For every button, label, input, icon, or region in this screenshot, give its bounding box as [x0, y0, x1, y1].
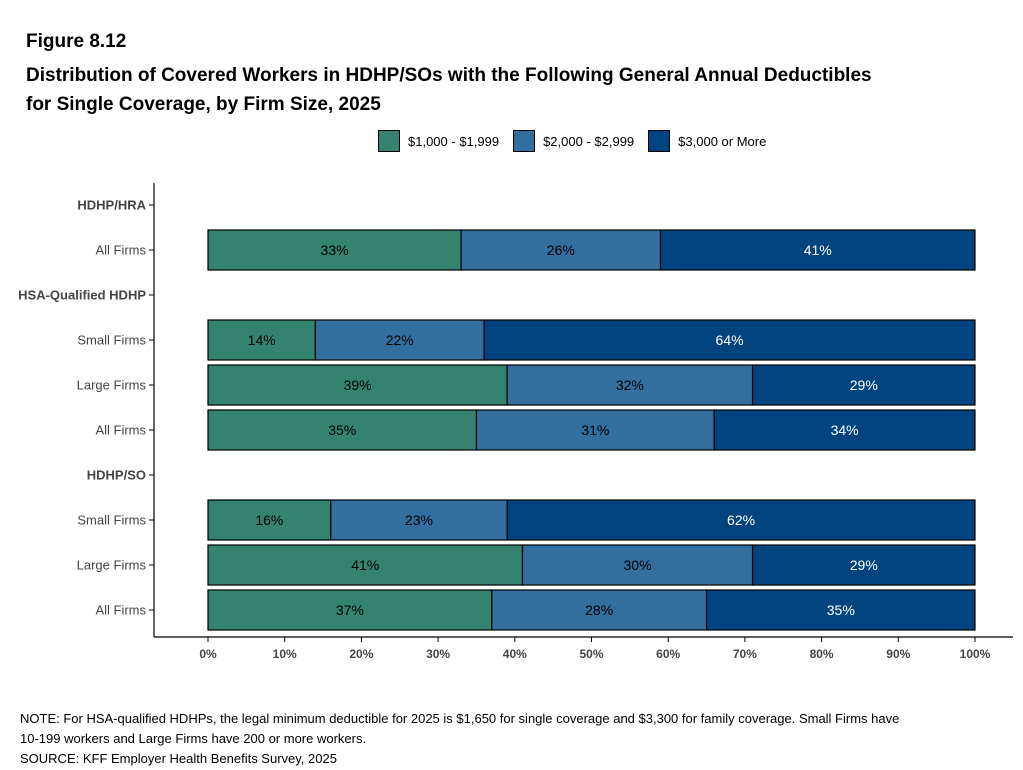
bar-value-label: 35% — [827, 602, 855, 618]
row-label: All Firms — [95, 603, 146, 618]
bar-value-label: 28% — [585, 602, 613, 618]
legend-swatch — [513, 130, 536, 152]
legend-swatch — [648, 130, 671, 152]
bar-value-label: 30% — [624, 557, 652, 573]
row-label: Large Firms — [77, 378, 147, 393]
x-tick-label: 30% — [426, 647, 450, 661]
bar-value-label: 41% — [804, 242, 832, 258]
bar-segment — [207, 229, 462, 271]
x-tick-label: 90% — [886, 647, 910, 661]
bar-value-label: 35% — [328, 422, 356, 438]
bar-segment — [207, 319, 316, 361]
bar-segment — [713, 409, 976, 451]
bar-value-label: 33% — [321, 242, 349, 258]
figure-label: Figure 8.12 — [26, 31, 127, 52]
bar-segment — [659, 229, 976, 271]
legend-swatch — [378, 130, 400, 152]
bar-value-label: 22% — [386, 332, 414, 348]
bar-segment — [751, 364, 976, 406]
bar-value-label: 64% — [716, 332, 744, 348]
bar-segment — [314, 319, 485, 361]
bar-value-label: 29% — [850, 377, 878, 393]
bar-value-label: 39% — [344, 377, 372, 393]
chart-title: Distribution of Covered Workers in HDHP/… — [26, 61, 1006, 119]
x-tick-label: 10% — [273, 647, 297, 661]
bar-value-label: 34% — [831, 422, 859, 438]
bar-segment — [207, 364, 508, 406]
title-line-2: for Single Coverage, by Firm Size, 2025 — [26, 94, 381, 115]
legend-item-3000-or-more: $3,000 or More — [648, 130, 766, 152]
bar-value-label: 32% — [616, 377, 644, 393]
bar-value-label: 62% — [727, 512, 755, 528]
bar-segment — [751, 544, 976, 586]
legend-label: $1,000 - $1,999 — [408, 133, 500, 149]
bar-value-label: 16% — [255, 512, 283, 528]
bar-segment — [521, 544, 754, 586]
bar-value-label: 41% — [351, 557, 379, 573]
bar-segment — [330, 499, 508, 541]
source-line: SOURCE: KFF Employer Health Benefits Sur… — [20, 751, 337, 766]
row-label: Large Firms — [77, 558, 147, 573]
legend: $1,000 - $1,999 $2,000 - $2,999 $3,000 o… — [378, 128, 780, 154]
group-label: HDHP/SO — [87, 468, 146, 483]
bar-segment — [460, 229, 662, 271]
legend-item-2000-2999: $2,000 - $2,999 — [513, 130, 634, 152]
footnotes: NOTE: For HSA-qualified HDHPs, the legal… — [20, 709, 1010, 769]
x-tick-label: 60% — [656, 647, 680, 661]
x-tick-label: 20% — [349, 647, 373, 661]
stacked-bar-chart: 0% 10% 20% 30% 40% 50% 60% 70% 80% 90% 100% HDHP/HR… — [18, 183, 1013, 661]
row-label: Small Firms — [77, 513, 146, 528]
note-line-2: 10-199 workers and Large Firms have 200 … — [20, 731, 367, 746]
bar-segment — [475, 409, 715, 451]
title-line-1: Distribution of Covered Workers in HDHP/… — [26, 65, 872, 86]
bar-value-label: 37% — [336, 602, 364, 618]
legend-item-1000-1999: $1,000 - $1,999 — [378, 130, 499, 152]
x-tick-label: 80% — [810, 647, 834, 661]
row-label: All Firms — [95, 243, 146, 258]
bar-value-label: 31% — [581, 422, 609, 438]
bar-value-label: 29% — [850, 557, 878, 573]
bar-segment — [483, 319, 976, 361]
x-tick-label: 50% — [579, 647, 603, 661]
bar-segment — [207, 409, 478, 451]
bar-segment — [506, 364, 754, 406]
x-tick-label: 0% — [199, 647, 217, 661]
row-label: All Firms — [95, 423, 146, 438]
row-label: Small Firms — [77, 333, 146, 348]
bar-value-label: 26% — [547, 242, 575, 258]
legend-label: $2,000 - $2,999 — [543, 133, 635, 149]
note-line-1: NOTE: For HSA-qualified HDHPs, the legal… — [20, 711, 900, 726]
x-tick-label: 40% — [503, 647, 527, 661]
legend-label: $3,000 or More — [678, 133, 767, 149]
bar-segment — [506, 499, 976, 541]
group-label: HSA-Qualified HDHP — [18, 288, 146, 303]
bar-value-label: 14% — [248, 332, 276, 348]
bar-segment — [705, 589, 976, 631]
group-label: HDHP/HRA — [77, 198, 146, 213]
bar-value-label: 23% — [405, 512, 433, 528]
x-tick-label: 70% — [733, 647, 757, 661]
x-tick-label: 100% — [960, 647, 991, 661]
bar-segment — [491, 589, 708, 631]
